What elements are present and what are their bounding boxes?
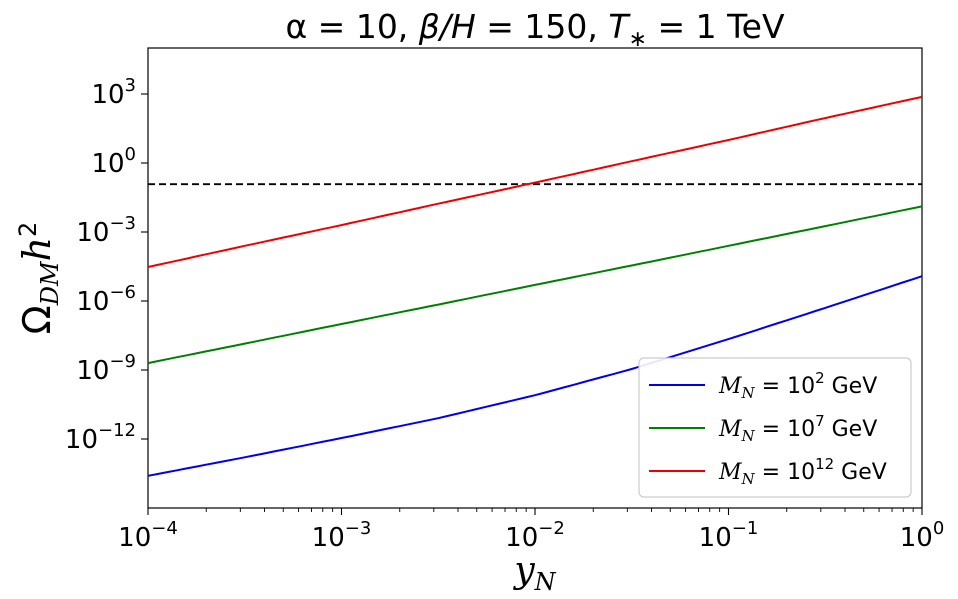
y-tick-label: 10−9	[76, 351, 136, 386]
x-axis-label: yN	[512, 550, 556, 596]
x-tick-label: 10−1	[699, 518, 759, 553]
chart-title: α = 10, β/H = 150, T∗ = 1 TeV	[285, 7, 785, 52]
series-line-1	[147, 275, 923, 477]
x-tick-label: 10−3	[312, 518, 372, 553]
y-axis-label: ΩDMh2	[14, 222, 64, 335]
series-line-2	[147, 205, 923, 365]
title-part-ratio: = 150,	[476, 7, 609, 46]
y-tick-label: 103	[91, 75, 136, 110]
title-part-alpha: α = 10,	[285, 7, 418, 46]
x-axis-ticks: 10−4 10−3 10−2 10−1 100	[118, 508, 944, 553]
y-tick-label: 10−6	[76, 282, 136, 317]
legend: MN = 102 GeV MN = 107 GeV MN = 1012 GeV	[638, 357, 912, 498]
title-part-beta: β/H	[418, 7, 476, 46]
x-tick-label: 100	[900, 518, 945, 553]
y-tick-label: 10−12	[65, 420, 136, 455]
minor-ticks	[205, 508, 914, 512]
y-tick-label: 100	[91, 144, 136, 179]
y-axis-ticks: 103 100 10−3 10−6 10−9 10−12	[65, 75, 148, 455]
x-tick-label: 10−4	[118, 518, 178, 553]
y-tick-label: 10−3	[76, 213, 136, 248]
legend-label-2: MN = 107 GeV	[718, 412, 877, 445]
series-line-3	[147, 95, 923, 268]
title-part-star: ∗	[629, 27, 647, 52]
x-tick-label: 10−2	[505, 518, 565, 553]
title-part-t: T	[608, 7, 631, 46]
legend-label-1: MN = 102 GeV	[718, 369, 877, 402]
series-lines	[147, 95, 923, 477]
title-part-temp: = 1 TeV	[647, 7, 785, 46]
legend-box	[638, 357, 912, 498]
legend-label-3: MN = 1012 GeV	[718, 455, 887, 488]
